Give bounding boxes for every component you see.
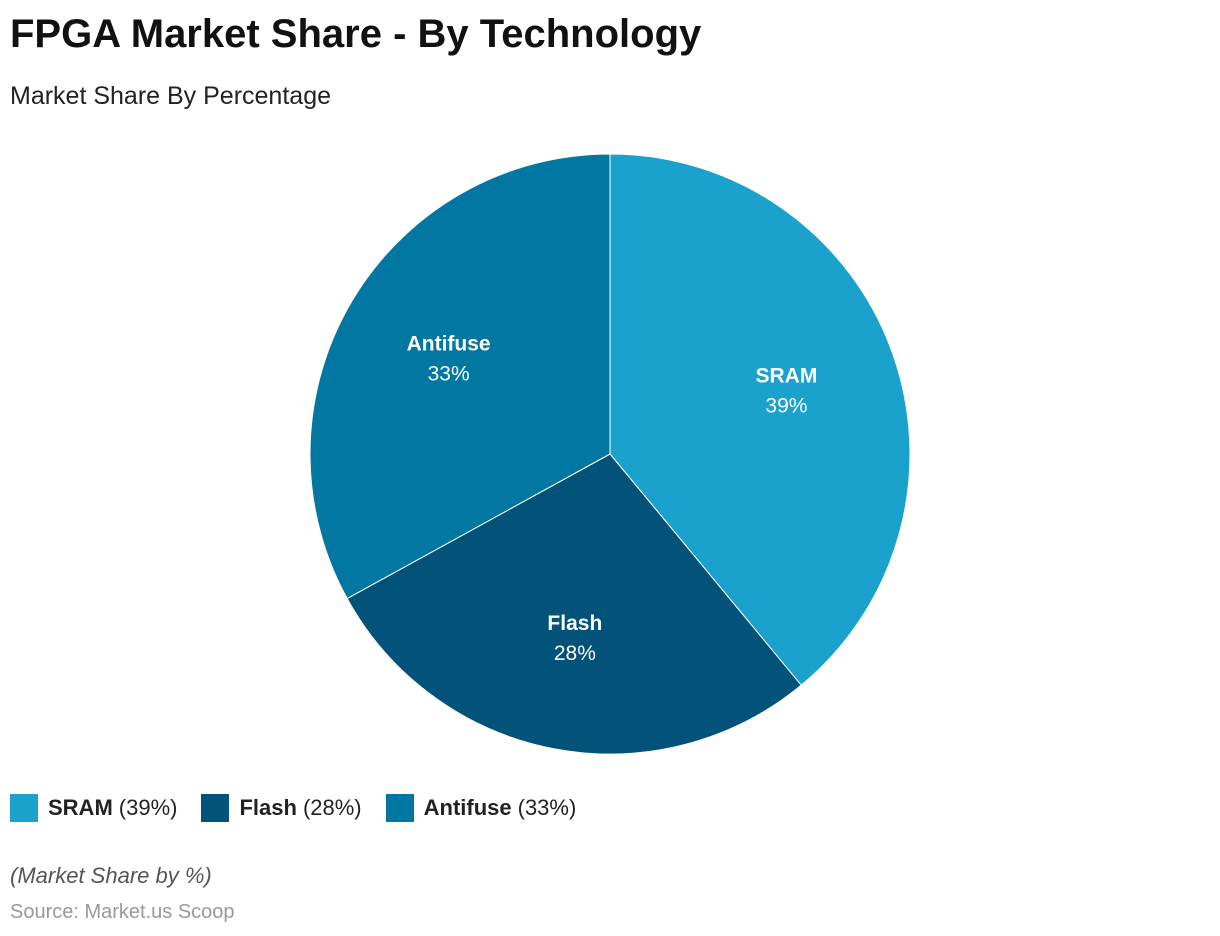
legend-label: Antifuse [423, 795, 512, 820]
legend-item-sram: SRAM (39%) [10, 794, 177, 822]
legend-value: (39%) [118, 795, 178, 820]
legend-label: Flash [239, 795, 297, 820]
legend-item-antifuse: Antifuse (33%) [385, 794, 577, 822]
slice-value: 39% [765, 394, 807, 417]
slice-label: SRAM [755, 364, 817, 387]
legend-swatch [385, 794, 414, 822]
chart-subtitle: Market Share By Percentage [10, 82, 331, 110]
pie-slice-sram [609, 153, 911, 686]
slice-label: Flash [547, 612, 602, 635]
pie-slice-antifuse [309, 153, 611, 600]
slice-value: 33% [428, 363, 470, 386]
legend-label: SRAM [48, 795, 113, 820]
pie-chart: SRAM 39% Flash 28% Antifuse 33% [309, 153, 911, 755]
slice-label: Antifuse [407, 333, 491, 356]
chart-title: FPGA Market Share - By Technology [10, 12, 702, 56]
source-text: Source: Market.us Scoop [10, 901, 235, 923]
legend-value: (28%) [302, 795, 362, 820]
legend-item-flash: Flash (28%) [201, 794, 362, 822]
pie-slice-flash [346, 453, 802, 755]
legend-value: (33%) [517, 795, 577, 820]
legend-swatch [201, 794, 230, 822]
legend: SRAM (39%) Flash (28%) Antifuse (33%) [10, 794, 576, 822]
chart-note: (Market Share by %) [10, 863, 212, 888]
legend-swatch [10, 794, 38, 822]
slice-value: 28% [554, 642, 596, 665]
